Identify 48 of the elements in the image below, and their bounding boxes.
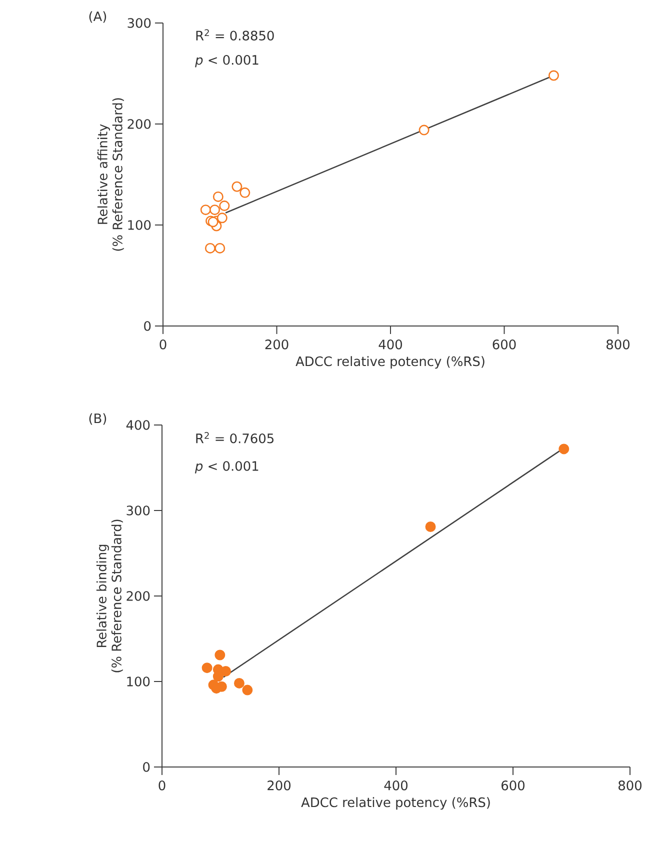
x-tick-label: 200 xyxy=(268,780,290,790)
point xyxy=(202,662,212,674)
chart-title: (B) xyxy=(89,413,106,425)
point xyxy=(219,200,230,212)
x-tick-label: 0 xyxy=(160,340,166,350)
point xyxy=(210,204,220,216)
point xyxy=(216,212,228,224)
y-tick-label: 0 xyxy=(144,321,151,331)
y-tick-label: 300 xyxy=(126,506,150,516)
x-tick-label: 0 xyxy=(158,780,166,790)
y-tick-label: 100 xyxy=(127,676,150,686)
x-tick-label: 200 xyxy=(265,340,288,350)
x-tick-label: 800 xyxy=(606,340,630,350)
annotation: R$^{2}$ = 0.8850 xyxy=(196,29,274,41)
point xyxy=(200,204,211,216)
point xyxy=(212,191,224,202)
x-tick-label: 600 xyxy=(492,340,516,350)
point xyxy=(214,650,226,660)
x-tick-label: 800 xyxy=(618,780,642,790)
x-axis-title: ADCC relative potency (%RS) xyxy=(296,356,484,369)
point xyxy=(214,242,226,254)
x-axis-title: ADCC relative potency (%RS) xyxy=(301,797,490,810)
point xyxy=(204,242,216,254)
point xyxy=(232,181,242,192)
point xyxy=(548,70,559,81)
y-tick-label: 200 xyxy=(128,119,151,129)
y-axis-title: Relative affinity (% Reference Standard) xyxy=(97,98,124,251)
annotation: p < 0.001 xyxy=(194,461,258,474)
y-axis-title: Relative binding (% Reference Standard) xyxy=(96,520,123,672)
x-tick-label: 400 xyxy=(384,780,408,790)
x-tick-label: 600 xyxy=(502,780,524,790)
annotation: p < 0.001 xyxy=(195,55,258,68)
annotation: R$^{2}$ = 0.7605 xyxy=(196,432,274,444)
chart-title: (A) xyxy=(89,11,106,23)
point xyxy=(418,124,430,136)
point xyxy=(234,678,244,688)
point xyxy=(212,671,224,682)
y-tick-label: 300 xyxy=(128,18,151,28)
point xyxy=(425,521,436,532)
y-tick-label: 100 xyxy=(128,220,151,230)
point xyxy=(558,444,570,454)
point xyxy=(220,666,232,676)
y-tick-label: 0 xyxy=(143,762,150,772)
y-tick-label: 200 xyxy=(126,591,150,601)
y-tick-label: 400 xyxy=(126,420,150,430)
point xyxy=(242,684,253,696)
point xyxy=(240,187,250,198)
x-tick-label: 400 xyxy=(378,340,402,350)
